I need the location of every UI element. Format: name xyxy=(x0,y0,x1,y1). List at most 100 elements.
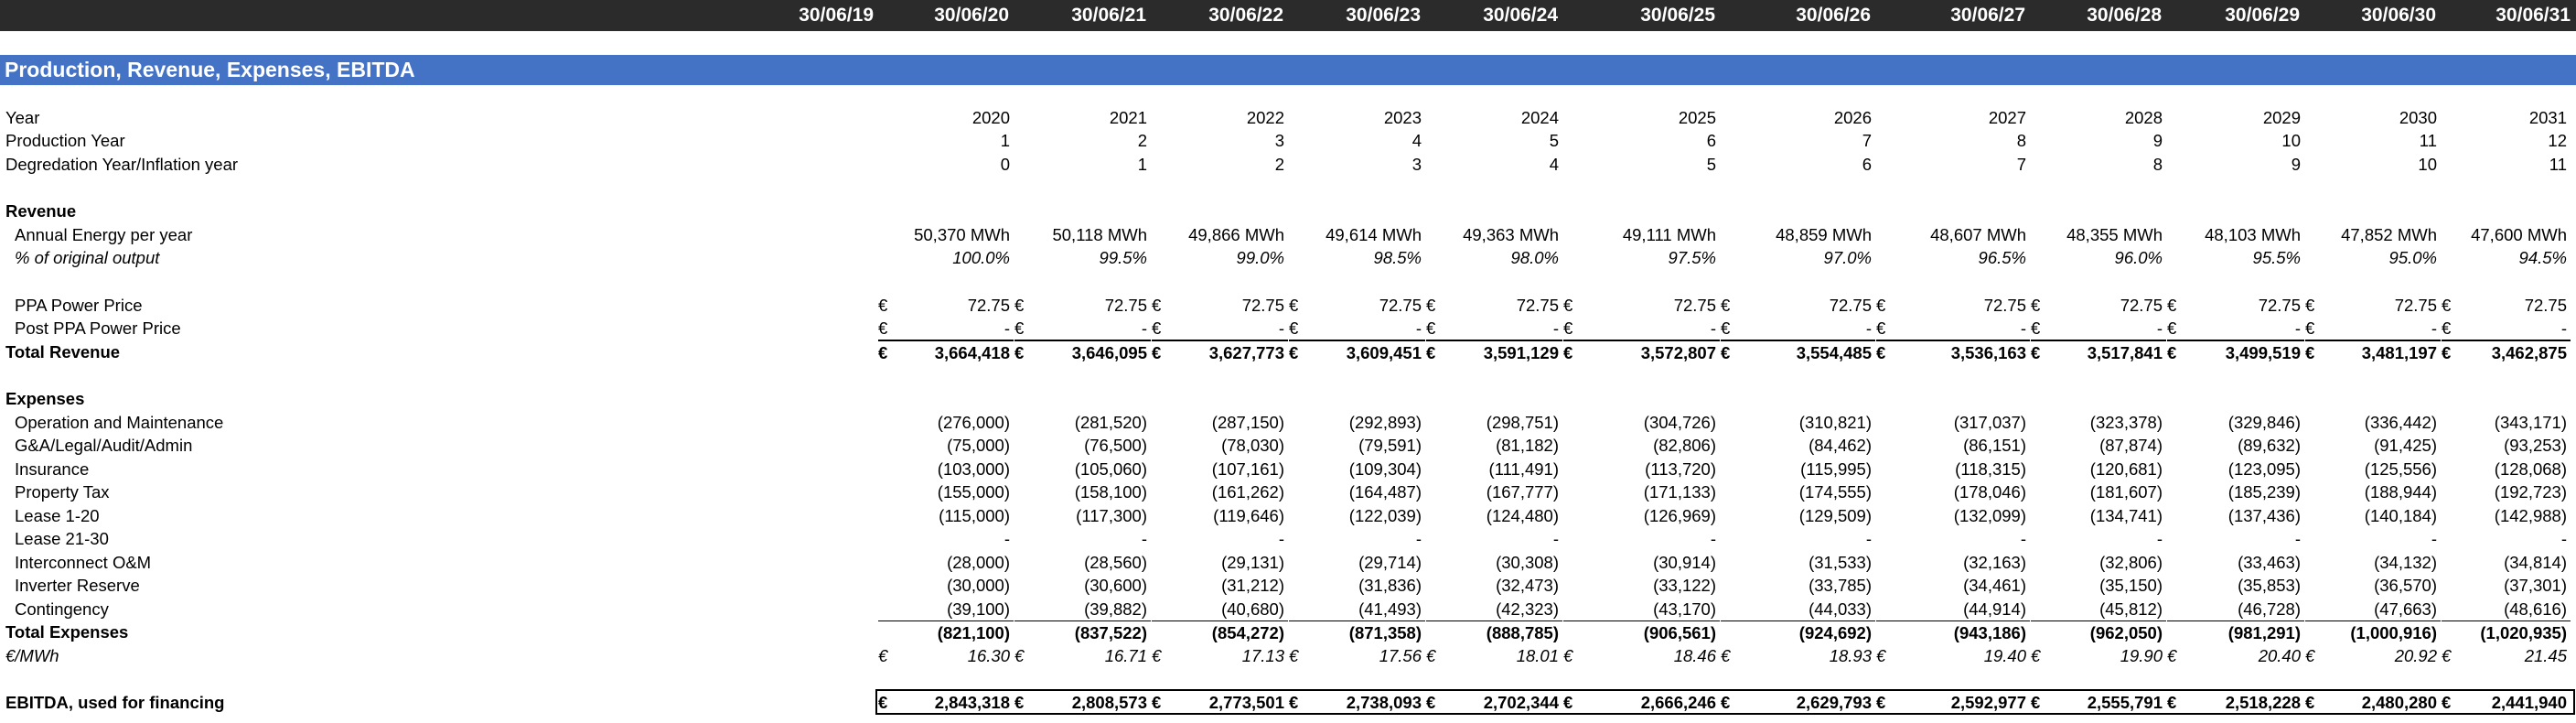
value-cell[interactable]: (1,000,916) xyxy=(2305,620,2441,643)
value-cell[interactable]: (118,315) xyxy=(1876,458,2030,480)
value-cell[interactable]: € - xyxy=(1721,317,1875,340)
row-label[interactable]: Post PPA Power Price xyxy=(15,318,181,338)
value-cell[interactable]: € - xyxy=(878,317,1014,340)
value-cell[interactable]: 9 xyxy=(2031,129,2166,152)
value-cell[interactable]: 49,866 MWh xyxy=(1152,223,1288,246)
value-cell[interactable]: 96.0% xyxy=(2031,246,2166,269)
value-cell[interactable]: (124,480) xyxy=(1426,504,1562,527)
value-cell[interactable]: 8 xyxy=(2031,153,2166,176)
value-cell[interactable]: € - xyxy=(2031,317,2166,340)
value-cell[interactable]: 95.0% xyxy=(2305,246,2441,269)
value-cell[interactable]: €72.75 xyxy=(1426,294,1562,317)
value-cell[interactable]: (281,520) xyxy=(1014,411,1151,434)
value-cell[interactable]: - xyxy=(1014,527,1151,550)
value-cell[interactable]: (329,846) xyxy=(2167,411,2304,434)
value-cell[interactable]: 47,600 MWh xyxy=(2442,223,2571,246)
value-cell[interactable]: 2026 xyxy=(1721,106,1875,129)
value-cell[interactable]: 0 xyxy=(878,153,1014,176)
value-cell[interactable]: - xyxy=(2442,527,2571,550)
row-label[interactable]: PPA Power Price xyxy=(15,296,143,315)
value-cell[interactable]: (33,785) xyxy=(1721,574,1875,597)
value-cell[interactable]: 50,118 MWh xyxy=(1014,223,1151,246)
value-cell[interactable]: (181,607) xyxy=(2031,480,2166,503)
value-cell[interactable]: €18.01 xyxy=(1426,644,1562,667)
value-cell[interactable]: €72.75 xyxy=(1876,294,2030,317)
value-cell[interactable]: €72.75 xyxy=(2305,294,2441,317)
header-date[interactable]: 30/06/19 xyxy=(799,5,874,26)
value-cell[interactable]: €3,591,129 xyxy=(1426,340,1562,363)
row-label[interactable]: Inverter Reserve xyxy=(15,576,140,595)
value-cell[interactable]: €19.40 xyxy=(1876,644,2030,667)
row-label[interactable]: Revenue xyxy=(5,201,77,221)
row-label[interactable]: Insurance xyxy=(15,459,90,479)
value-cell[interactable]: (103,000) xyxy=(878,458,1014,480)
value-cell[interactable]: €72.75 xyxy=(1014,294,1151,317)
value-cell[interactable]: (91,425) xyxy=(2305,434,2441,457)
value-cell[interactable]: 3 xyxy=(1152,129,1288,152)
value-cell[interactable]: €3,554,485 xyxy=(1721,340,1875,363)
value-cell[interactable]: 97.5% xyxy=(1563,246,1720,269)
value-cell[interactable]: (943,186) xyxy=(1876,620,2030,643)
value-cell[interactable]: 11 xyxy=(2305,129,2441,152)
value-cell[interactable]: 1 xyxy=(878,129,1014,152)
value-cell[interactable]: - xyxy=(2167,527,2304,550)
value-cell[interactable]: (29,131) xyxy=(1152,551,1288,574)
value-cell[interactable]: (122,039) xyxy=(1289,504,1425,527)
header-date[interactable]: 30/06/21 xyxy=(1071,5,1146,26)
value-cell[interactable]: (276,000) xyxy=(878,411,1014,434)
value-cell[interactable]: (32,473) xyxy=(1426,574,1562,597)
row-label[interactable]: Annual Energy per year xyxy=(15,225,193,244)
value-cell[interactable]: (31,836) xyxy=(1289,574,1425,597)
value-cell[interactable]: (32,163) xyxy=(1876,551,2030,574)
value-cell[interactable]: 4 xyxy=(1426,153,1562,176)
value-cell[interactable]: (310,821) xyxy=(1721,411,1875,434)
value-cell[interactable]: (39,100) xyxy=(878,598,1014,621)
value-cell[interactable]: €3,499,519 xyxy=(2167,340,2304,363)
row-label[interactable]: Total Expenses xyxy=(5,622,129,642)
value-cell[interactable]: 2029 xyxy=(2167,106,2304,129)
row-label[interactable]: G&A/Legal/Audit/Admin xyxy=(15,436,193,455)
value-cell[interactable]: €2,480,280 xyxy=(2305,691,2441,714)
value-cell[interactable]: €21.45 xyxy=(2442,644,2571,667)
value-cell[interactable]: € - xyxy=(1876,317,2030,340)
value-cell[interactable]: €20.40 xyxy=(2167,644,2304,667)
row-label[interactable]: Property Tax xyxy=(15,482,110,502)
row-label[interactable]: Degredation Year/Inflation year xyxy=(5,155,239,174)
value-cell[interactable]: 2025 xyxy=(1563,106,1720,129)
value-cell[interactable]: 4 xyxy=(1289,129,1425,152)
value-cell[interactable]: (28,000) xyxy=(878,551,1014,574)
row-label[interactable]: Year xyxy=(5,108,40,127)
value-cell[interactable]: - xyxy=(1876,527,2030,550)
value-cell[interactable]: 98.0% xyxy=(1426,246,1562,269)
value-cell[interactable]: - xyxy=(1289,527,1425,550)
value-cell[interactable]: € - xyxy=(1289,317,1425,340)
value-cell[interactable]: 7 xyxy=(1721,129,1875,152)
value-cell[interactable]: (174,555) xyxy=(1721,480,1875,503)
value-cell[interactable]: 10 xyxy=(2305,153,2441,176)
value-cell[interactable]: (35,853) xyxy=(2167,574,2304,597)
value-cell[interactable]: (42,323) xyxy=(1426,598,1562,621)
header-date[interactable]: 30/06/25 xyxy=(1640,5,1715,26)
header-date[interactable]: 30/06/20 xyxy=(934,5,1009,26)
value-cell[interactable]: (298,751) xyxy=(1426,411,1562,434)
value-cell[interactable]: (164,487) xyxy=(1289,480,1425,503)
value-cell[interactable]: €72.75 xyxy=(1721,294,1875,317)
value-cell[interactable]: € - xyxy=(1152,317,1288,340)
value-cell[interactable]: (37,301) xyxy=(2442,574,2571,597)
value-cell[interactable]: €2,592,977 xyxy=(1876,691,2030,714)
value-cell[interactable]: (47,663) xyxy=(2305,598,2441,621)
value-cell[interactable]: €2,808,573 xyxy=(1014,691,1151,714)
value-cell[interactable]: - xyxy=(1563,527,1720,550)
row-label[interactable]: Lease 1-20 xyxy=(15,506,100,525)
value-cell[interactable]: (44,033) xyxy=(1721,598,1875,621)
header-date[interactable]: 30/06/29 xyxy=(2225,5,2300,26)
row-label[interactable]: Total Revenue xyxy=(5,342,121,362)
value-cell[interactable]: (43,170) xyxy=(1563,598,1720,621)
value-cell[interactable]: €2,843,318 xyxy=(878,691,1014,714)
value-cell[interactable]: (34,814) xyxy=(2442,551,2571,574)
value-cell[interactable]: (129,509) xyxy=(1721,504,1875,527)
value-cell[interactable]: 2030 xyxy=(2305,106,2441,129)
value-cell[interactable]: - xyxy=(2031,527,2166,550)
value-cell[interactable]: (28,560) xyxy=(1014,551,1151,574)
value-cell[interactable]: (906,561) xyxy=(1563,620,1720,643)
